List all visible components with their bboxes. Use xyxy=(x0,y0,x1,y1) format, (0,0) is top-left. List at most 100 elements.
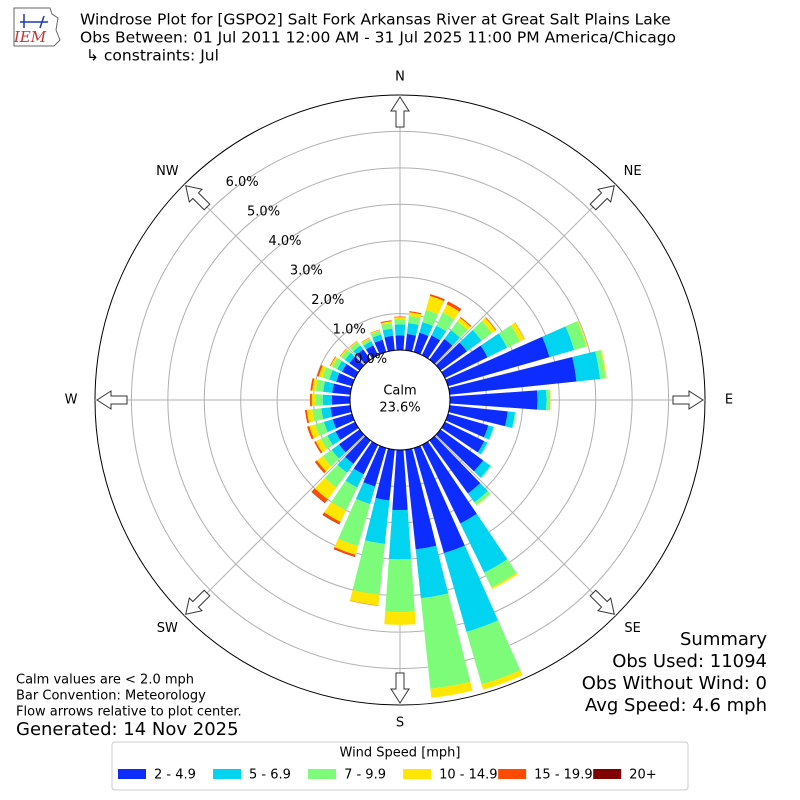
legend-box xyxy=(111,741,689,791)
bar-segment xyxy=(435,342,467,371)
bar-segment xyxy=(384,335,395,352)
legend-swatch xyxy=(118,769,146,779)
bar-segment xyxy=(334,538,359,555)
bar-segment xyxy=(472,320,493,341)
bar-segment xyxy=(459,329,482,352)
bar-segment xyxy=(330,405,352,417)
bar-segment xyxy=(488,426,495,440)
bar-segment xyxy=(361,337,370,343)
bar-segment xyxy=(473,460,491,478)
legend-label: 10 - 14.9 xyxy=(439,768,497,783)
summary-line: Obs Without Wind: 0 xyxy=(582,673,767,694)
bar-segment xyxy=(448,405,508,427)
bar-segment xyxy=(408,312,422,318)
bar-segment xyxy=(353,441,379,475)
bar-segment xyxy=(335,421,359,441)
legend-swatch xyxy=(403,769,432,779)
bar-segment xyxy=(332,357,342,370)
note: Flow arrows relative to plot center. xyxy=(16,705,242,720)
bar-segment xyxy=(336,372,355,387)
r-tick-label: 2.0% xyxy=(311,293,344,308)
bar-segment xyxy=(332,383,352,395)
bar-segment xyxy=(315,394,323,406)
bar-segment xyxy=(394,317,406,320)
bar-segment xyxy=(315,421,328,436)
bar-segment xyxy=(314,477,337,500)
bar-segment xyxy=(449,390,538,410)
legend-swatch xyxy=(498,769,527,779)
logo: IEM xyxy=(13,7,61,47)
bar-segment xyxy=(344,352,355,364)
bar-segment xyxy=(355,482,376,505)
compass-arrow xyxy=(185,185,211,211)
bar-segment xyxy=(384,611,416,625)
bar-segment xyxy=(338,429,365,453)
bar-segment xyxy=(476,493,491,506)
bar-segment xyxy=(546,389,551,411)
bar-segment xyxy=(356,349,371,365)
chart-subtitle: ↳ constraints: Jul xyxy=(86,47,219,65)
bar-segment xyxy=(394,316,406,318)
bar-segment xyxy=(498,325,521,348)
bar-segment xyxy=(441,345,488,379)
bar-segment xyxy=(353,345,364,355)
bar-segment xyxy=(549,389,551,411)
bar-segment xyxy=(349,600,379,606)
compass-arrow xyxy=(390,96,410,128)
compass-arrow xyxy=(589,185,615,211)
legend-swatch xyxy=(213,769,242,779)
bar-segment xyxy=(349,340,358,349)
compass-arrow xyxy=(589,589,615,615)
bar-segment xyxy=(480,442,489,455)
calm-value: 23.6% xyxy=(379,401,420,416)
summary-line: Obs Used: 11094 xyxy=(612,651,767,672)
bar-segment xyxy=(481,670,523,690)
bar-segment xyxy=(322,514,340,525)
calm-label: Calm xyxy=(383,384,416,399)
bar-segment xyxy=(311,393,316,407)
bar-segment xyxy=(394,319,406,325)
bar-segment xyxy=(505,411,515,428)
bar-segment xyxy=(445,413,489,438)
r-tick-label: 0.0% xyxy=(354,352,387,367)
bar-segment xyxy=(322,512,341,525)
bar-segment xyxy=(314,460,327,474)
bar-segment xyxy=(419,322,433,337)
bar-segment xyxy=(405,448,437,550)
compass-arrow xyxy=(390,672,410,704)
bar-segment xyxy=(459,316,472,327)
grid-spoke xyxy=(435,183,617,365)
bar-segment xyxy=(375,448,395,501)
bar-segment xyxy=(321,407,333,420)
bar-segment xyxy=(372,334,383,343)
bar-segment xyxy=(512,412,517,429)
chart-subtitle: Obs Between: 01 Jul 2011 12:00 AM - 31 J… xyxy=(80,29,676,47)
bar-segment xyxy=(316,364,323,377)
bar-segment xyxy=(320,435,333,450)
bar-segment xyxy=(413,445,465,554)
bar-segment xyxy=(409,311,422,315)
bar-segment xyxy=(514,322,525,340)
bar-segment xyxy=(312,378,318,392)
calm-circle xyxy=(349,349,451,451)
bar-segment xyxy=(380,321,392,325)
r-tick-label: 4.0% xyxy=(268,234,301,249)
bar-segment xyxy=(337,360,347,372)
bar-segment xyxy=(361,338,372,346)
bar-segment xyxy=(394,324,406,336)
bar-segment xyxy=(388,509,412,560)
bar-segment xyxy=(322,449,340,467)
direction-label: S xyxy=(396,716,404,731)
bar-segment xyxy=(311,491,326,504)
bar-segment xyxy=(380,320,392,324)
bar-segment xyxy=(429,338,453,365)
bar-segment xyxy=(421,335,441,359)
bar-segment xyxy=(466,620,521,685)
bar-segment xyxy=(435,429,484,472)
bar-segment xyxy=(322,367,333,380)
bar-segment xyxy=(370,329,381,335)
bar-segment xyxy=(445,336,550,387)
bar-segment xyxy=(480,333,508,358)
bar-segment xyxy=(341,363,359,379)
